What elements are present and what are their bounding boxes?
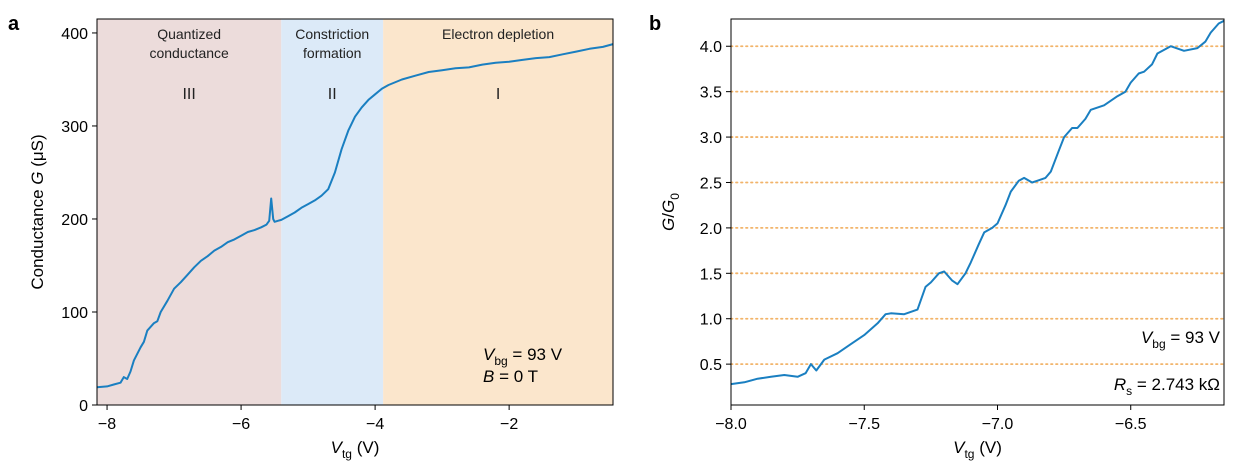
y-tick-label: 0 — [79, 398, 88, 415]
region-title: conductance — [149, 45, 229, 61]
x-tick-label: −4 — [366, 416, 384, 433]
x-tick-label: −8 — [98, 416, 116, 433]
panel-b-chart: −8.0 −7.5 −7.0 −6.5 0.5 1.0 1.5 2.0 2.5 3.0 3.5 4.0… — [659, 18, 1225, 461]
y-tick-label: 1.0 — [700, 312, 722, 329]
annotation: Vbg = 93 V — [483, 345, 563, 368]
y-axis-label: Conductance G (μS) — [28, 134, 47, 289]
region-2 — [281, 19, 384, 405]
y-axis-label: G/G0 — [659, 193, 682, 231]
plot-frame — [96, 18, 614, 406]
x-tick-label: −6 — [232, 416, 250, 433]
y-tick-label: 1.5 — [700, 266, 722, 283]
y-tick-label: 2.0 — [700, 221, 722, 238]
plot-frame — [730, 18, 1225, 406]
data-line — [730, 19, 1225, 386]
region-1 — [97, 19, 282, 405]
y-tick-label: 0.5 — [700, 357, 722, 374]
y-tick-label: 2.5 — [700, 175, 722, 192]
region-title: Electron depletion — [442, 26, 554, 42]
region-title: formation — [303, 45, 361, 61]
x-tick-label: −7.0 — [982, 416, 1014, 433]
panel-label-a: a — [8, 13, 20, 35]
region-title: Constriction — [295, 26, 369, 42]
y-tick-label: 3.5 — [700, 85, 722, 102]
x-tick-label: −6.5 — [1115, 416, 1147, 433]
region-roman-label: I — [496, 86, 500, 103]
y-tick-label: 400 — [61, 26, 88, 43]
data-line — [96, 43, 614, 389]
y-tick-label: 3.0 — [700, 130, 722, 147]
y-tick-label: 300 — [61, 119, 88, 136]
x-tick-label: −7.5 — [848, 416, 880, 433]
annotation: B = 0 T — [483, 367, 538, 386]
x-axis-label: Vtg (V) — [953, 438, 1002, 461]
panel-label-b: b — [649, 13, 661, 35]
annotation: Rs = 2.743 kΩ — [1114, 375, 1220, 398]
y-tick-label: 100 — [61, 305, 88, 322]
x-axis-label: Vtg (V) — [331, 438, 380, 461]
annotation: Vbg = 93 V — [1141, 328, 1221, 351]
region-roman-label: III — [182, 86, 195, 103]
region-title: Quantized — [157, 26, 221, 42]
panel-a-chart: QuantizedconductanceIIIConstrictionforma… — [28, 18, 614, 461]
region-3 — [383, 19, 613, 405]
x-tick-label: −8.0 — [715, 416, 747, 433]
y-tick-label: 200 — [61, 212, 88, 229]
y-tick-label: 4.0 — [700, 39, 722, 56]
region-roman-label: II — [328, 86, 337, 103]
x-tick-label: −2 — [500, 416, 518, 433]
